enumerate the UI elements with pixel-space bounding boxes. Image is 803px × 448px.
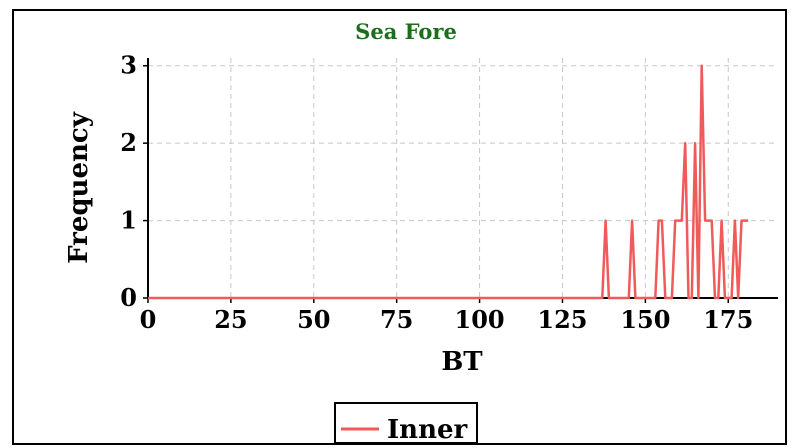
tick-labels: 0 25 50 75 100 125 150 175 0 1 2 3 <box>120 51 753 334</box>
y-tick-label: 1 <box>120 206 137 235</box>
series-lines <box>148 64 749 300</box>
x-tick-label: 75 <box>380 305 413 334</box>
legend-box <box>334 402 478 443</box>
legend[interactable]: Inner <box>334 402 478 443</box>
y-axis-title: Frequency <box>64 111 94 264</box>
x-tick-label: 125 <box>537 305 587 334</box>
x-tick-label: 150 <box>620 305 670 334</box>
y-tick-label: 3 <box>120 51 137 80</box>
x-axis-title: BT <box>441 347 483 377</box>
y-tick-label: 0 <box>120 283 137 312</box>
series-line-inner <box>148 64 749 300</box>
x-tick-label: 25 <box>214 305 247 334</box>
chart-svg: Sea Fore 0 25 50 75 100 125 150 175 0 1 2 3 BT Freq… <box>64 19 778 443</box>
grid-lines <box>148 58 778 298</box>
legend-label-inner: Inner <box>387 415 468 443</box>
x-tick-label: 100 <box>455 305 505 334</box>
x-tick-label: 0 <box>140 305 157 334</box>
y-tick-label: 2 <box>120 128 137 157</box>
chart-title: Sea Fore <box>355 19 457 44</box>
x-tick-label: 50 <box>297 305 330 334</box>
x-tick-label: 175 <box>703 305 753 334</box>
chart-frame: Sea Fore 0 25 50 75 100 125 150 175 0 1 2 3 BT Freq… <box>12 9 787 445</box>
